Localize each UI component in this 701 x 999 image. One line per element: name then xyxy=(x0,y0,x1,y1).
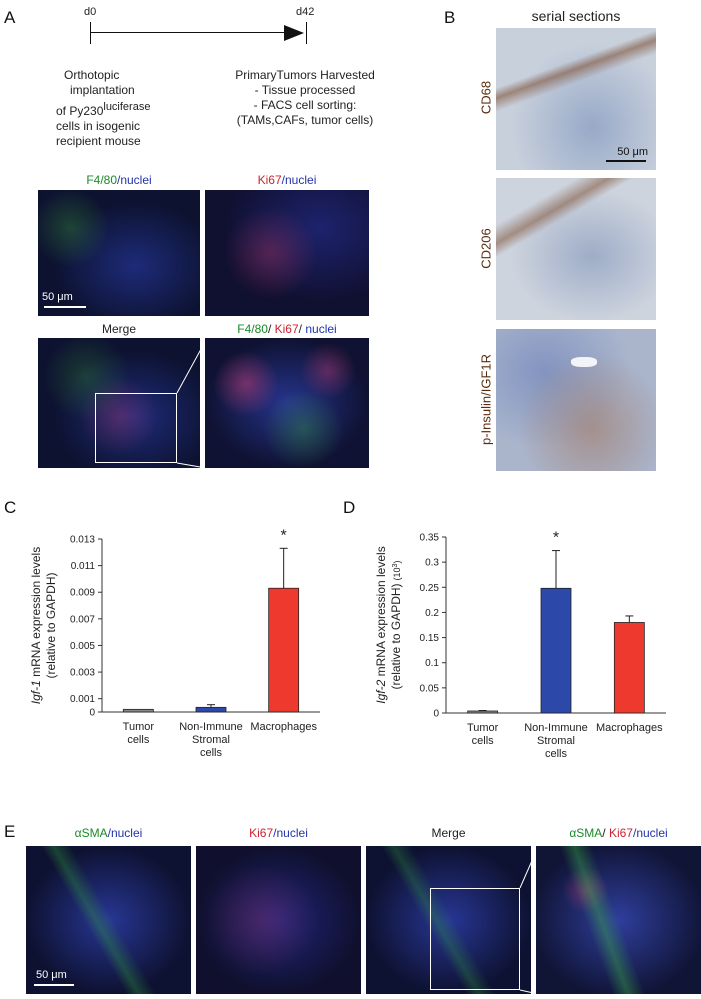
timeline-start: d0 xyxy=(84,6,97,18)
bar xyxy=(122,708,154,713)
y-tick-label: 0.013 xyxy=(70,535,95,546)
y-tick-label: 0 xyxy=(433,709,439,720)
y-axis-label: Igf-1 mRNA expression levels xyxy=(29,547,43,704)
y-axis-label-2: (relative to GAPDH) (103) xyxy=(389,561,403,690)
category-label: Tumor xyxy=(123,721,155,733)
bar xyxy=(195,706,227,713)
bar xyxy=(613,622,645,714)
category-label: Stromal xyxy=(192,734,230,746)
zoom-lines xyxy=(176,339,207,469)
category-label: Tumor xyxy=(467,722,499,734)
timeline-start-tick xyxy=(90,22,91,44)
panel-label-b: B xyxy=(444,8,456,27)
row-label-cd68: CD68 xyxy=(478,80,494,115)
scale-bar-b xyxy=(606,160,646,162)
y-axis-label-text: mRNA expression levels xyxy=(374,546,388,679)
merge-zoom-title: F4/80/ Ki67/ nuclei xyxy=(237,322,337,336)
e-title-4: αSMA/ Ki67/nuclei xyxy=(569,826,668,840)
asma-micrograph: 50 μm xyxy=(26,846,191,994)
implantation-text: Orthotopic implantation of Py230lucifera… xyxy=(56,68,151,148)
p-insulin-ihc xyxy=(496,329,656,471)
scale-label: 50 μm xyxy=(42,291,73,303)
y-axis-label: Igf-2 mRNA expression levels xyxy=(374,546,388,703)
lumen xyxy=(571,357,597,367)
y-tick-label: 0.35 xyxy=(420,533,440,544)
y-tick-label: 0.007 xyxy=(70,614,95,625)
y-tick-label: 0.005 xyxy=(70,641,95,652)
category-label: Macrophages xyxy=(596,722,663,734)
ki67-micrograph-e xyxy=(196,846,361,994)
merge-micrograph-e xyxy=(366,846,531,994)
y-tick-label: 0.003 xyxy=(70,668,95,679)
ki67-title: Ki67/nuclei xyxy=(257,173,317,187)
igf1-chart: 0 0.001 0.003 0.005 0.007 0.009 0.011 0.013 Tumo… xyxy=(29,527,320,759)
scale-label-e: 50 μm xyxy=(36,969,67,981)
category-label: Non-Immune xyxy=(524,722,588,734)
y-tick-label: 0.009 xyxy=(70,588,95,599)
cd68-ihc: 50 μm xyxy=(496,28,656,170)
harvest-text: PrimaryTumors Harvested - Tissue process… xyxy=(235,68,375,127)
y-tick-label: 0 xyxy=(89,708,95,719)
merge-title: Merge xyxy=(101,322,136,336)
igf2-chart: 00.050.10.150.20.250.30.35Tumorcells*Non… xyxy=(374,530,666,760)
timeline-end: d42 xyxy=(296,6,315,18)
panel-label-d: D xyxy=(343,498,356,517)
category-label: cells xyxy=(127,734,150,746)
row-label-cd206: CD206 xyxy=(478,228,494,269)
y-tick-label: 0.25 xyxy=(420,583,440,594)
y-axis-unit: (10 xyxy=(392,567,402,580)
category-label: Non-Immune xyxy=(179,721,243,733)
y-axis-label-2-text: (relative to GAPDH) xyxy=(389,583,403,689)
y-axis-unit-end: ) xyxy=(392,561,402,564)
category-label: cells xyxy=(545,748,568,760)
category-label: Macrophages xyxy=(250,721,317,733)
e-title-3: Merge xyxy=(431,826,466,840)
y-axis-label-2: (relative to GAPDH) xyxy=(44,572,58,678)
category-label: cells xyxy=(472,735,495,747)
bar xyxy=(540,587,572,714)
y-tick-label: 0.011 xyxy=(71,561,96,572)
y-axis-label-text: mRNA expression levels xyxy=(29,547,43,680)
e-title-2: Ki67/nuclei xyxy=(249,826,308,840)
cd206-ihc xyxy=(496,178,656,320)
y-tick-label: 0.1 xyxy=(425,658,439,669)
panel-label-c: C xyxy=(4,498,17,517)
timeline-end-tick xyxy=(306,22,307,44)
y-axis-label-2-text: (relative to GAPDH) xyxy=(44,572,58,678)
y-tick-label: 0.001 xyxy=(70,694,95,705)
zoom-box-e xyxy=(430,888,520,990)
f480-micrograph: 50 μm xyxy=(38,190,200,316)
panel-label-a: A xyxy=(4,8,16,27)
timeline-line xyxy=(90,32,286,33)
merge-zoom-micrograph xyxy=(205,338,369,468)
bar xyxy=(467,710,499,714)
y-tick-label: 0.2 xyxy=(425,608,439,619)
merge-micrograph xyxy=(38,338,200,468)
significance-marker: * xyxy=(281,527,287,544)
f480-title: F4/80/nuclei xyxy=(86,173,152,187)
timeline-arrow-icon xyxy=(284,25,304,41)
category-label: Stromal xyxy=(537,735,575,747)
y-axis-label-gene: Igf-1 xyxy=(29,680,43,704)
y-tick-label: 0.15 xyxy=(420,633,440,644)
zoom-lines-e xyxy=(519,846,539,995)
y-tick-label: 0.05 xyxy=(420,683,440,694)
y-tick-label: 0.3 xyxy=(425,558,439,569)
scale-label-b: 50 μm xyxy=(617,146,648,158)
y-axis-unit-sup: 3 xyxy=(392,563,399,567)
e-title-1: αSMA/nuclei xyxy=(74,826,143,840)
zoom-box xyxy=(95,393,177,463)
serial-sections-title: serial sections xyxy=(531,8,621,24)
row-label-p-insulin: p-Insulin/IGF1R xyxy=(478,353,494,446)
panel-label-e: E xyxy=(4,822,16,841)
ki67-micrograph xyxy=(205,190,369,316)
bar xyxy=(268,587,300,713)
scale-bar xyxy=(44,306,86,308)
y-axis-label-gene: Igf-2 xyxy=(374,679,388,703)
category-label: cells xyxy=(200,747,223,759)
scale-bar-e xyxy=(34,984,74,986)
significance-marker: * xyxy=(553,530,559,547)
merge-zoom-micrograph-e xyxy=(536,846,701,994)
